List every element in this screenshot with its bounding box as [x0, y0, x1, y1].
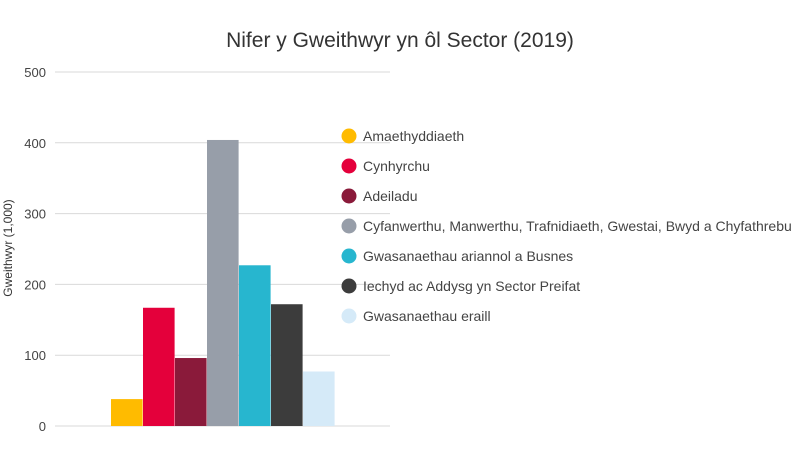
legend-label: Gwasanaethau eraill	[363, 308, 491, 324]
legend-swatch	[341, 188, 357, 204]
legend-item[interactable]: Cynhyrchu	[341, 158, 430, 174]
legend-label: Adeiladu	[363, 188, 418, 204]
chart-title: Nifer y Gweithwyr yn ôl Sector (2019)	[226, 29, 574, 52]
bar-1[interactable]	[111, 399, 143, 426]
y-tick-label: 400	[24, 136, 46, 151]
y-axis-ticks: 0 100 200 300 400 500	[24, 65, 46, 434]
bar-4[interactable]	[207, 139, 239, 426]
bar-5[interactable]	[239, 265, 271, 426]
legend-swatch	[341, 308, 357, 324]
y-tick-label: 200	[24, 277, 46, 292]
y-axis-label: Gweithwyr (1,000)	[1, 199, 15, 296]
legend-item[interactable]: Gwasanaethau ariannol a Busnes	[341, 248, 574, 264]
legend-swatch	[341, 248, 357, 264]
legend-swatch	[341, 158, 357, 174]
legend-item[interactable]: Amaethyddiaeth	[341, 128, 465, 144]
y-tick-label: 500	[24, 65, 46, 80]
legend-swatch	[341, 218, 357, 234]
bars	[111, 139, 335, 426]
legend-label: Cynhyrchu	[363, 158, 430, 174]
y-tick-label: 300	[24, 207, 46, 222]
legend: Amaethyddiaeth Cynhyrchu Adeiladu Cyfanwert…	[341, 128, 792, 324]
bar-2[interactable]	[143, 307, 175, 426]
y-tick-label: 0	[39, 419, 46, 434]
legend-label: Iechyd ac Addysg yn Sector Preifat	[363, 278, 580, 294]
legend-label: Amaethyddiaeth	[363, 128, 464, 144]
legend-swatch	[341, 278, 357, 294]
legend-swatch	[341, 128, 357, 144]
bar-7[interactable]	[303, 371, 335, 426]
legend-item[interactable]: Adeiladu	[341, 188, 418, 204]
y-tick-label: 100	[24, 348, 46, 363]
legend-item[interactable]: Gwasanaethau eraill	[341, 308, 491, 324]
legend-label: Gwasanaethau ariannol a Busnes	[363, 248, 573, 264]
legend-label: Cyfanwerthu, Manwerthu, Trafnidiaeth, Gw…	[363, 218, 792, 234]
legend-item[interactable]: Iechyd ac Addysg yn Sector Preifat	[341, 278, 581, 294]
legend-item[interactable]: Cyfanwerthu, Manwerthu, Trafnidiaeth, Gw…	[341, 218, 792, 234]
bar-6[interactable]	[271, 304, 303, 426]
bar-3[interactable]	[175, 358, 207, 426]
